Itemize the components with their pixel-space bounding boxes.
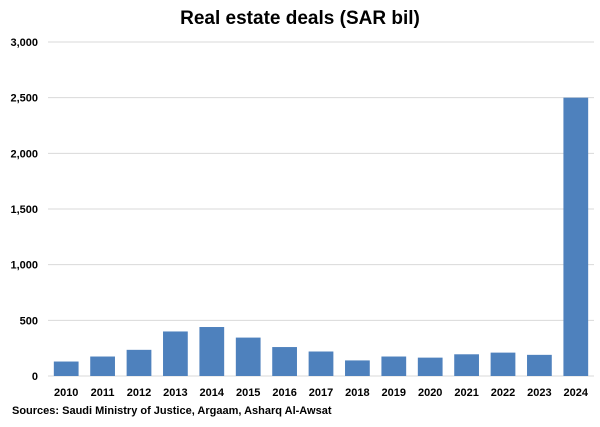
x-tick-label: 2013 <box>163 387 187 399</box>
bar-2022 <box>490 352 516 376</box>
y-tick-label: 3,000 <box>10 37 38 49</box>
y-tick-label: 500 <box>20 315 38 327</box>
x-tick-label: 2021 <box>454 387 478 399</box>
x-tick-label: 2023 <box>527 387 551 399</box>
x-tick-label: 2017 <box>309 387 333 399</box>
x-tick-label: 2018 <box>345 387 369 399</box>
bar-2015 <box>235 337 261 376</box>
bar-2013 <box>163 331 188 376</box>
gridlines <box>48 41 594 377</box>
x-tick-label: 2016 <box>272 387 296 399</box>
x-tick-label: 2010 <box>54 387 78 399</box>
y-tick-label: 1,000 <box>10 260 38 272</box>
x-tick-label: 2012 <box>127 387 151 399</box>
y-tick-label: 0 <box>32 371 38 383</box>
bar-2017 <box>308 351 334 376</box>
source-note: Sources: Saudi Ministry of Justice, Arga… <box>12 405 332 417</box>
bar-2014 <box>199 327 225 376</box>
y-tick-label: 2,000 <box>10 148 38 160</box>
bar-2020 <box>417 357 443 376</box>
bar-2012 <box>126 349 152 376</box>
bar-2018 <box>345 360 370 376</box>
x-tick-label: 2011 <box>91 387 115 399</box>
bar-2021 <box>454 354 479 376</box>
x-tick-label: 2014 <box>200 387 225 399</box>
x-tick-label: 2020 <box>418 387 442 399</box>
bar-2024 <box>563 97 589 377</box>
bar-2023 <box>527 354 552 376</box>
x-axis-ticks: 2010 2011 2012 2013 2014 2015 2016 2017 2018 2019… <box>54 387 589 399</box>
y-axis-ticks: 0 500 1,000 1,500 2,000 2,500 3,000 <box>10 37 38 383</box>
bar-2010 <box>53 361 79 376</box>
chart-title: Real estate deals (SAR bil) <box>180 8 420 29</box>
bar-2019 <box>381 356 407 376</box>
x-tick-label: 2019 <box>382 387 406 399</box>
bars <box>53 97 589 377</box>
x-tick-label: 2015 <box>236 387 260 399</box>
y-tick-label: 1,500 <box>10 204 38 216</box>
x-tick-label: 2022 <box>491 387 515 399</box>
y-tick-label: 2,500 <box>10 93 38 105</box>
bar-2011 <box>90 356 115 376</box>
x-tick-label: 2024 <box>564 387 589 399</box>
bar-2016 <box>272 347 297 376</box>
